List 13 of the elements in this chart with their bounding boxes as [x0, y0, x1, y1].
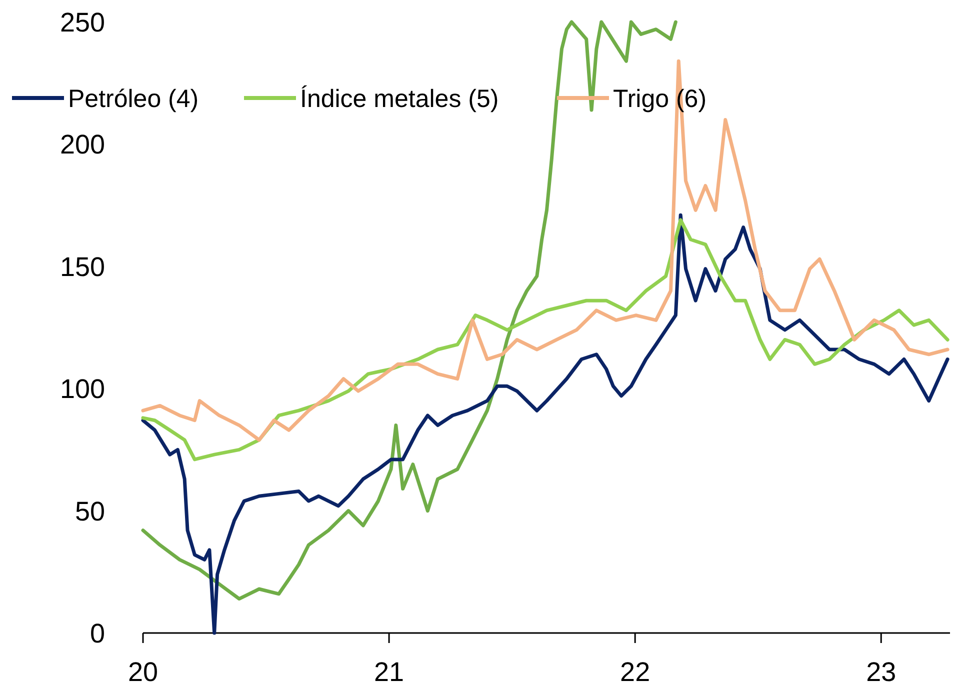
x-tick-label: 20	[128, 657, 158, 687]
y-tick-label: 250	[60, 7, 105, 38]
legend-label: Trigo (6)	[613, 84, 707, 113]
y-tick-label: 150	[60, 252, 105, 282]
x-tick-label: 22	[620, 657, 650, 687]
y-tick-label: 0	[90, 618, 105, 648]
y-tick-label: 200	[60, 130, 105, 160]
x-tick-label: 21	[374, 657, 404, 687]
y-tick-label: 100	[60, 374, 105, 404]
legend-label: Petróleo (4)	[68, 84, 199, 113]
x-tick-label: 23	[866, 657, 896, 687]
legend-label: Índice metales (5)	[300, 84, 499, 113]
y-tick-label: 50	[74, 496, 105, 526]
